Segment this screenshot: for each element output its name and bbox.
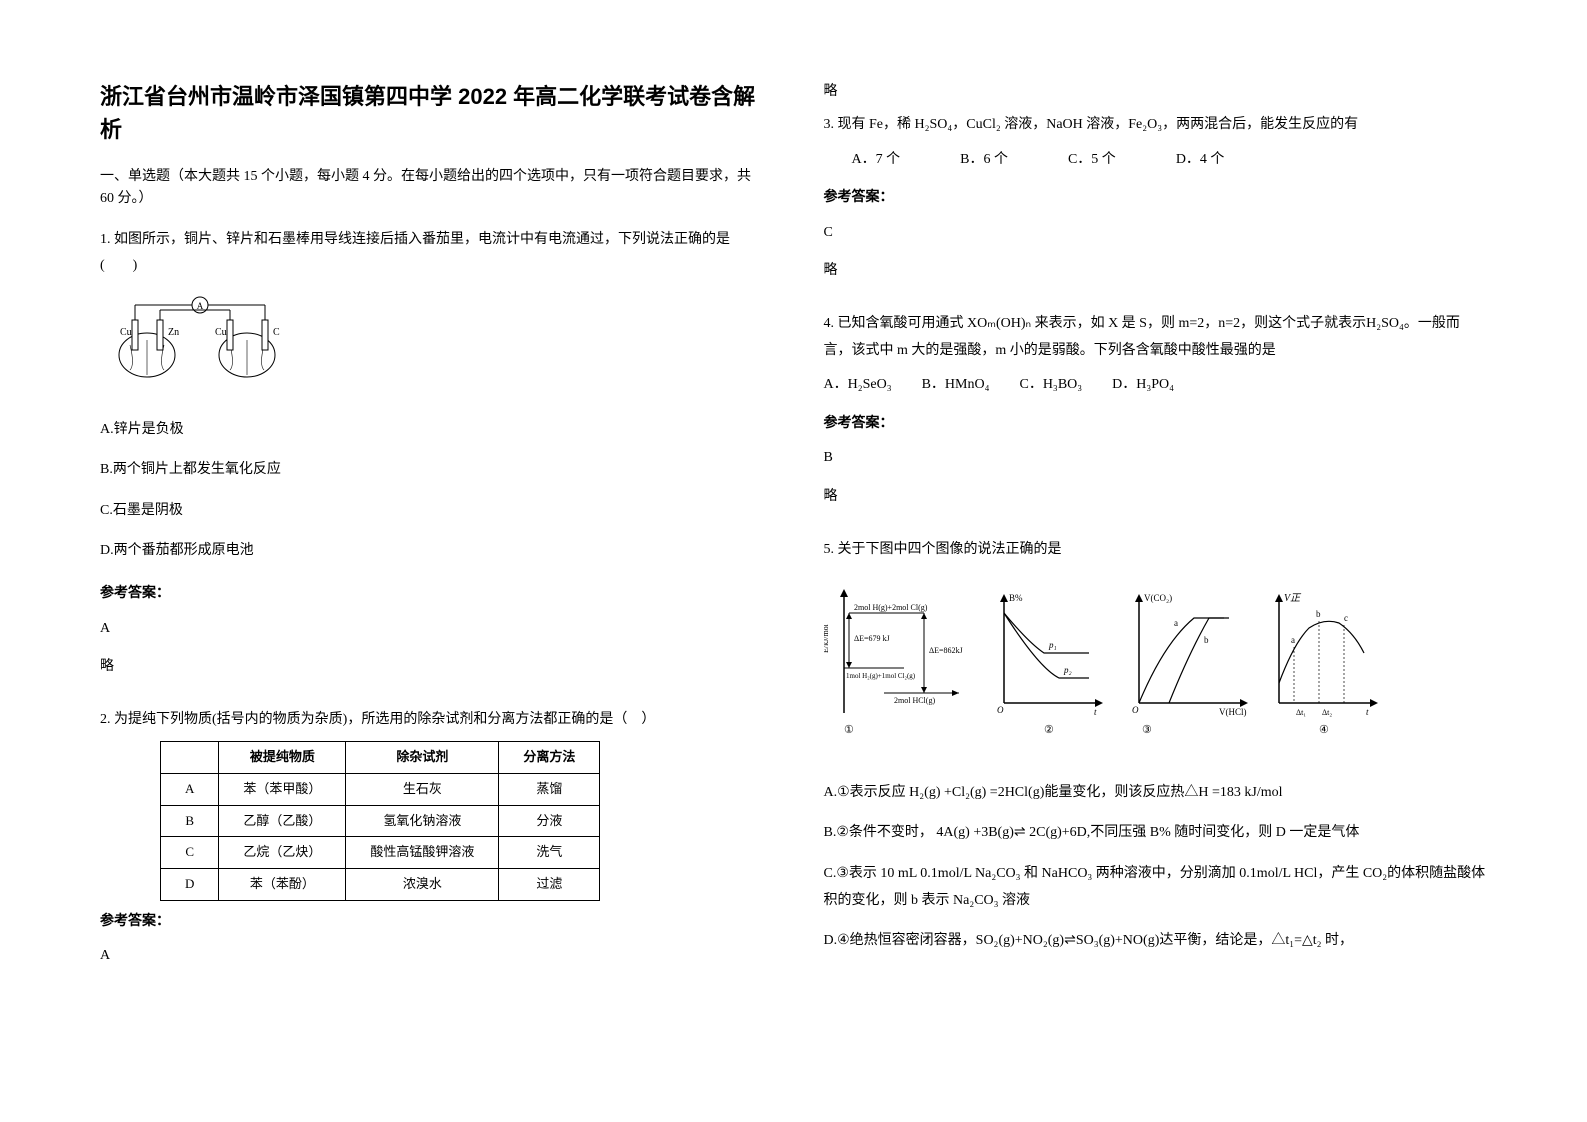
th-substance: 被提纯物质: [219, 742, 346, 774]
table-header-row: 被提纯物质 除杂试剂 分离方法: [161, 742, 600, 774]
q1-option-d: D.两个番茄都形成原电池: [100, 538, 764, 565]
q3-answer-letter: C: [824, 220, 1488, 247]
svg-text:V(HCl): V(HCl): [1219, 707, 1247, 717]
left-column: 浙江省台州市温岭市泽国镇第四中学 2022 年高二化学联考试卷含解析 一、单选题…: [100, 80, 764, 1092]
svg-text:B%: B%: [1009, 593, 1023, 603]
question-4: 4. 已知含氧酸可用通式 XOₘ(OH)ₙ 来表示，如 X 是 S，则 m=2，…: [824, 311, 1488, 523]
q1-text: 1. 如图所示，铜片、锌片和石墨棒用导线连接后插入番茄里，电流计中有电流通过，下…: [100, 227, 764, 280]
q5-option-b: B.②条件不变时， 4A(g) +3B(g)⇌ 2C(g)+6D,不同压强 B%…: [824, 820, 1488, 847]
svg-text:④: ④: [1319, 724, 1329, 736]
q1-option-a: A.锌片是负极: [100, 417, 764, 444]
svg-text:V(CO₂): V(CO₂): [1144, 593, 1172, 603]
svg-text:Cu: Cu: [215, 327, 227, 338]
question-3: 3. 现有 Fe，稀 H₂SO₄，CuCl₂ 溶液，NaOH 溶液，Fe₂O₃，…: [824, 112, 1488, 297]
th-method: 分离方法: [499, 742, 600, 774]
col2-top-note: 略: [824, 80, 1488, 100]
q4-answer-label: 参考答案：: [824, 409, 1488, 436]
svg-text:c: c: [1344, 613, 1348, 623]
svg-text:③: ③: [1142, 724, 1152, 736]
svg-text:b: b: [1204, 635, 1209, 645]
table-row: C 乙烷（乙炔） 酸性高锰酸钾溶液 洗气: [161, 837, 600, 869]
svg-text:2mol H(g)+2mol Cl(g): 2mol H(g)+2mol Cl(g): [854, 603, 928, 612]
section-1-header: 一、单选题（本大题共 15 个小题，每小题 4 分。在每小题给出的四个选项中，只…: [100, 166, 764, 211]
question-2: 2. 为提纯下列物质(括号内的物质为杂质)，所选用的除杂试剂和分离方法都正确的是…: [100, 707, 764, 982]
question-5: 5. 关于下图中四个图像的说法正确的是 E/kJ/mol 2mol H(g)+2…: [824, 537, 1488, 969]
svg-text:b: b: [1316, 609, 1321, 619]
svg-text:E/kJ/mol: E/kJ/mol: [824, 623, 830, 653]
svg-text:Zn: Zn: [168, 327, 179, 338]
svg-text:Δt₁: Δt₁: [1296, 708, 1306, 717]
q2-answer-letter: A: [100, 943, 764, 970]
document-title: 浙江省台州市温岭市泽国镇第四中学 2022 年高二化学联考试卷含解析: [100, 80, 764, 146]
chart-2: B% p₁ p₂ O t ②: [997, 593, 1103, 736]
q1-figure: A Cu Zn Cu C: [100, 290, 764, 401]
right-column: 略 3. 现有 Fe，稀 H₂SO₄，CuCl₂ 溶液，NaOH 溶液，Fe₂O…: [824, 80, 1488, 1092]
q5-option-d: D.④绝热恒容密闭容器，SO₂(g)+NO₂(g)⇌SO₃(g)+NO(g)达平…: [824, 928, 1488, 955]
q2-table: 被提纯物质 除杂试剂 分离方法 A 苯（苯甲酸） 生石灰 蒸馏 B 乙醇（乙酸）…: [160, 741, 600, 900]
q4-options: A．H₂SeO₃ B．HMnO₄ C．H₃BO₃ D．H₃PO₄: [824, 372, 1488, 399]
svg-text:t: t: [1366, 707, 1369, 717]
q5-option-a: A.①表示反应 H₂(g) +Cl₂(g) =2HCl(g)能量变化，则该反应热…: [824, 780, 1488, 807]
four-charts: E/kJ/mol 2mol H(g)+2mol Cl(g) ΔE=679 kJ …: [824, 583, 1384, 753]
svg-text:②: ②: [1044, 724, 1054, 736]
svg-text:Cu: Cu: [120, 327, 132, 338]
q2-text: 2. 为提纯下列物质(括号内的物质为杂质)，所选用的除杂试剂和分离方法都正确的是…: [100, 707, 764, 734]
q5-option-c: C.③表示 10 mL 0.1mol/L Na₂CO₃ 和 NaHCO₃ 两种溶…: [824, 861, 1488, 914]
q3-answer-note: 略: [824, 258, 1488, 285]
q2-answer-label: 参考答案：: [100, 907, 764, 934]
q4-option-d: D．H₃PO₄: [1112, 372, 1174, 399]
q3-answer-label: 参考答案：: [824, 183, 1488, 210]
q4-answer-letter: B: [824, 445, 1488, 472]
svg-text:p₁: p₁: [1048, 640, 1057, 650]
q3-options: A．7 个 B．6 个 C．5 个 D．4 个: [852, 147, 1488, 174]
table-row: B 乙醇（乙酸） 氢氧化钠溶液 分液: [161, 805, 600, 837]
chart-1: E/kJ/mol 2mol H(g)+2mol Cl(g) ΔE=679 kJ …: [824, 589, 963, 736]
chart-3: V(CO₂) a b O V(HCl) ③: [1132, 593, 1248, 736]
svg-text:p₂: p₂: [1063, 665, 1072, 675]
svg-text:O: O: [997, 705, 1004, 715]
svg-text:C: C: [273, 327, 280, 338]
th-blank: [161, 742, 219, 774]
q1-answer-label: 参考答案：: [100, 579, 764, 606]
q3-option-c: C．5 个: [1068, 147, 1116, 174]
q3-option-d: D．4 个: [1176, 147, 1225, 174]
chart-4: V正 a b c Δt₁ Δt₂ t ④: [1275, 593, 1378, 736]
svg-text:Δt₂: Δt₂: [1322, 708, 1332, 717]
svg-text:O: O: [1132, 705, 1139, 715]
svg-text:ΔE=679 kJ: ΔE=679 kJ: [854, 634, 890, 643]
q3-text: 3. 现有 Fe，稀 H₂SO₄，CuCl₂ 溶液，NaOH 溶液，Fe₂O₃，…: [824, 112, 1488, 139]
q1-option-c: C.石墨是阴极: [100, 498, 764, 525]
q4-option-c: C．H₃BO₃: [1019, 372, 1082, 399]
q5-figure: E/kJ/mol 2mol H(g)+2mol Cl(g) ΔE=679 kJ …: [824, 583, 1488, 764]
q4-option-a: A．H₂SeO₃: [824, 372, 892, 399]
circuit-diagram: A Cu Zn Cu C: [100, 290, 300, 390]
svg-text:①: ①: [844, 724, 854, 736]
th-reagent: 除杂试剂: [346, 742, 499, 774]
q3-option-b: B．6 个: [960, 147, 1008, 174]
q4-option-b: B．HMnO₄: [922, 372, 990, 399]
svg-text:1mol H₂(g)+1mol Cl₂(g): 1mol H₂(g)+1mol Cl₂(g): [846, 672, 916, 680]
svg-text:ΔE=862kJ: ΔE=862kJ: [929, 646, 963, 655]
table-row: D 苯（苯酚） 浓溴水 过滤: [161, 869, 600, 901]
q1-option-b: B.两个铜片上都发生氧化反应: [100, 457, 764, 484]
table-row: A 苯（苯甲酸） 生石灰 蒸馏: [161, 774, 600, 806]
svg-text:2mol HCl(g): 2mol HCl(g): [894, 696, 935, 705]
q4-answer-note: 略: [824, 484, 1488, 511]
q5-text: 5. 关于下图中四个图像的说法正确的是: [824, 537, 1488, 564]
question-1: 1. 如图所示，铜片、锌片和石墨棒用导线连接后插入番茄里，电流计中有电流通过，下…: [100, 227, 764, 693]
q3-option-a: A．7 个: [852, 147, 901, 174]
svg-text:V正: V正: [1284, 593, 1302, 604]
svg-text:a: a: [1291, 635, 1295, 645]
svg-text:a: a: [1174, 618, 1178, 628]
q4-text: 4. 已知含氧酸可用通式 XOₘ(OH)ₙ 来表示，如 X 是 S，则 m=2，…: [824, 311, 1488, 364]
q1-answer-letter: A: [100, 616, 764, 643]
q1-answer-note: 略: [100, 654, 764, 681]
svg-text:t: t: [1094, 707, 1097, 717]
